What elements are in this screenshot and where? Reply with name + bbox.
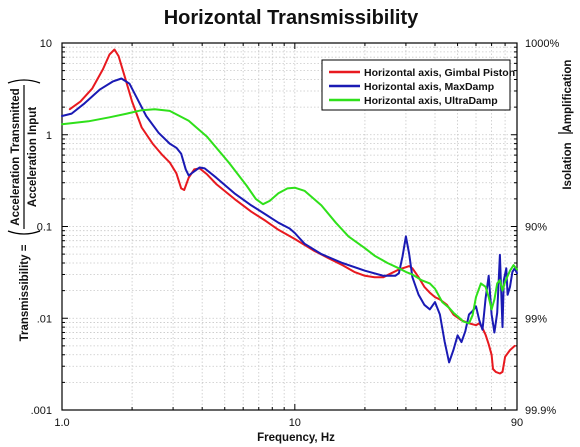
y-tick-label-left: .01 xyxy=(37,313,52,325)
grid-lines xyxy=(62,43,517,410)
y-tick-label-left: 1 xyxy=(46,130,52,142)
legend-label-3: Horizontal axis, UltraDamp xyxy=(364,95,498,107)
y-tick-label-right: 99.9% xyxy=(525,405,556,417)
y-tick-label-left: .001 xyxy=(31,405,52,417)
y-tick-label-right: 90% xyxy=(525,222,547,234)
y-tick-label-left: 0.1 xyxy=(37,222,52,234)
x-tick-label: 10 xyxy=(289,417,301,429)
series-line-3 xyxy=(61,108,518,325)
series-group xyxy=(61,48,518,375)
ylabel-right-isolation: Isolation xyxy=(562,142,574,189)
chart-title: Horizontal Transmissibility xyxy=(164,7,419,29)
right-y-axis-label: Amplification Isolation xyxy=(558,60,574,190)
legend-label-1: Horizontal axis, Gimbal Piston xyxy=(364,67,515,79)
y-tick-label-right: 1000% xyxy=(525,38,559,50)
legend-label-2: Horizontal axis, MaxDamp xyxy=(364,81,494,93)
x-tick-label: 90 xyxy=(511,417,523,429)
x-tick-label: 1.0 xyxy=(54,417,69,429)
ylabel-right-amplification: Amplification xyxy=(562,60,574,133)
ylabel-fraction-top: Acceleration Transmitted xyxy=(10,88,22,225)
series-line-2 xyxy=(61,77,518,364)
tick-marks: 1.0 10 90 10 1 0.1 .01 .001 1000% 90% 99% 99.9% xyxy=(31,38,560,429)
y-tick-label-left: 10 xyxy=(40,38,52,50)
y-tick-label-right: 99% xyxy=(525,313,547,325)
legend: Horizontal axis, Gimbal Piston Horizontal… xyxy=(321,59,515,111)
ylabel-left-text: Transmissibility = xyxy=(19,244,31,341)
left-y-axis-label: Transmissibility = Acceleration Transmit… xyxy=(7,79,41,341)
ylabel-fraction-bottom: Acceleration Input xyxy=(27,107,39,207)
x-axis-label: Frequency, Hz xyxy=(257,432,335,444)
ylabel-bracket-open xyxy=(7,230,41,235)
ylabel-bracket-close xyxy=(7,79,41,84)
